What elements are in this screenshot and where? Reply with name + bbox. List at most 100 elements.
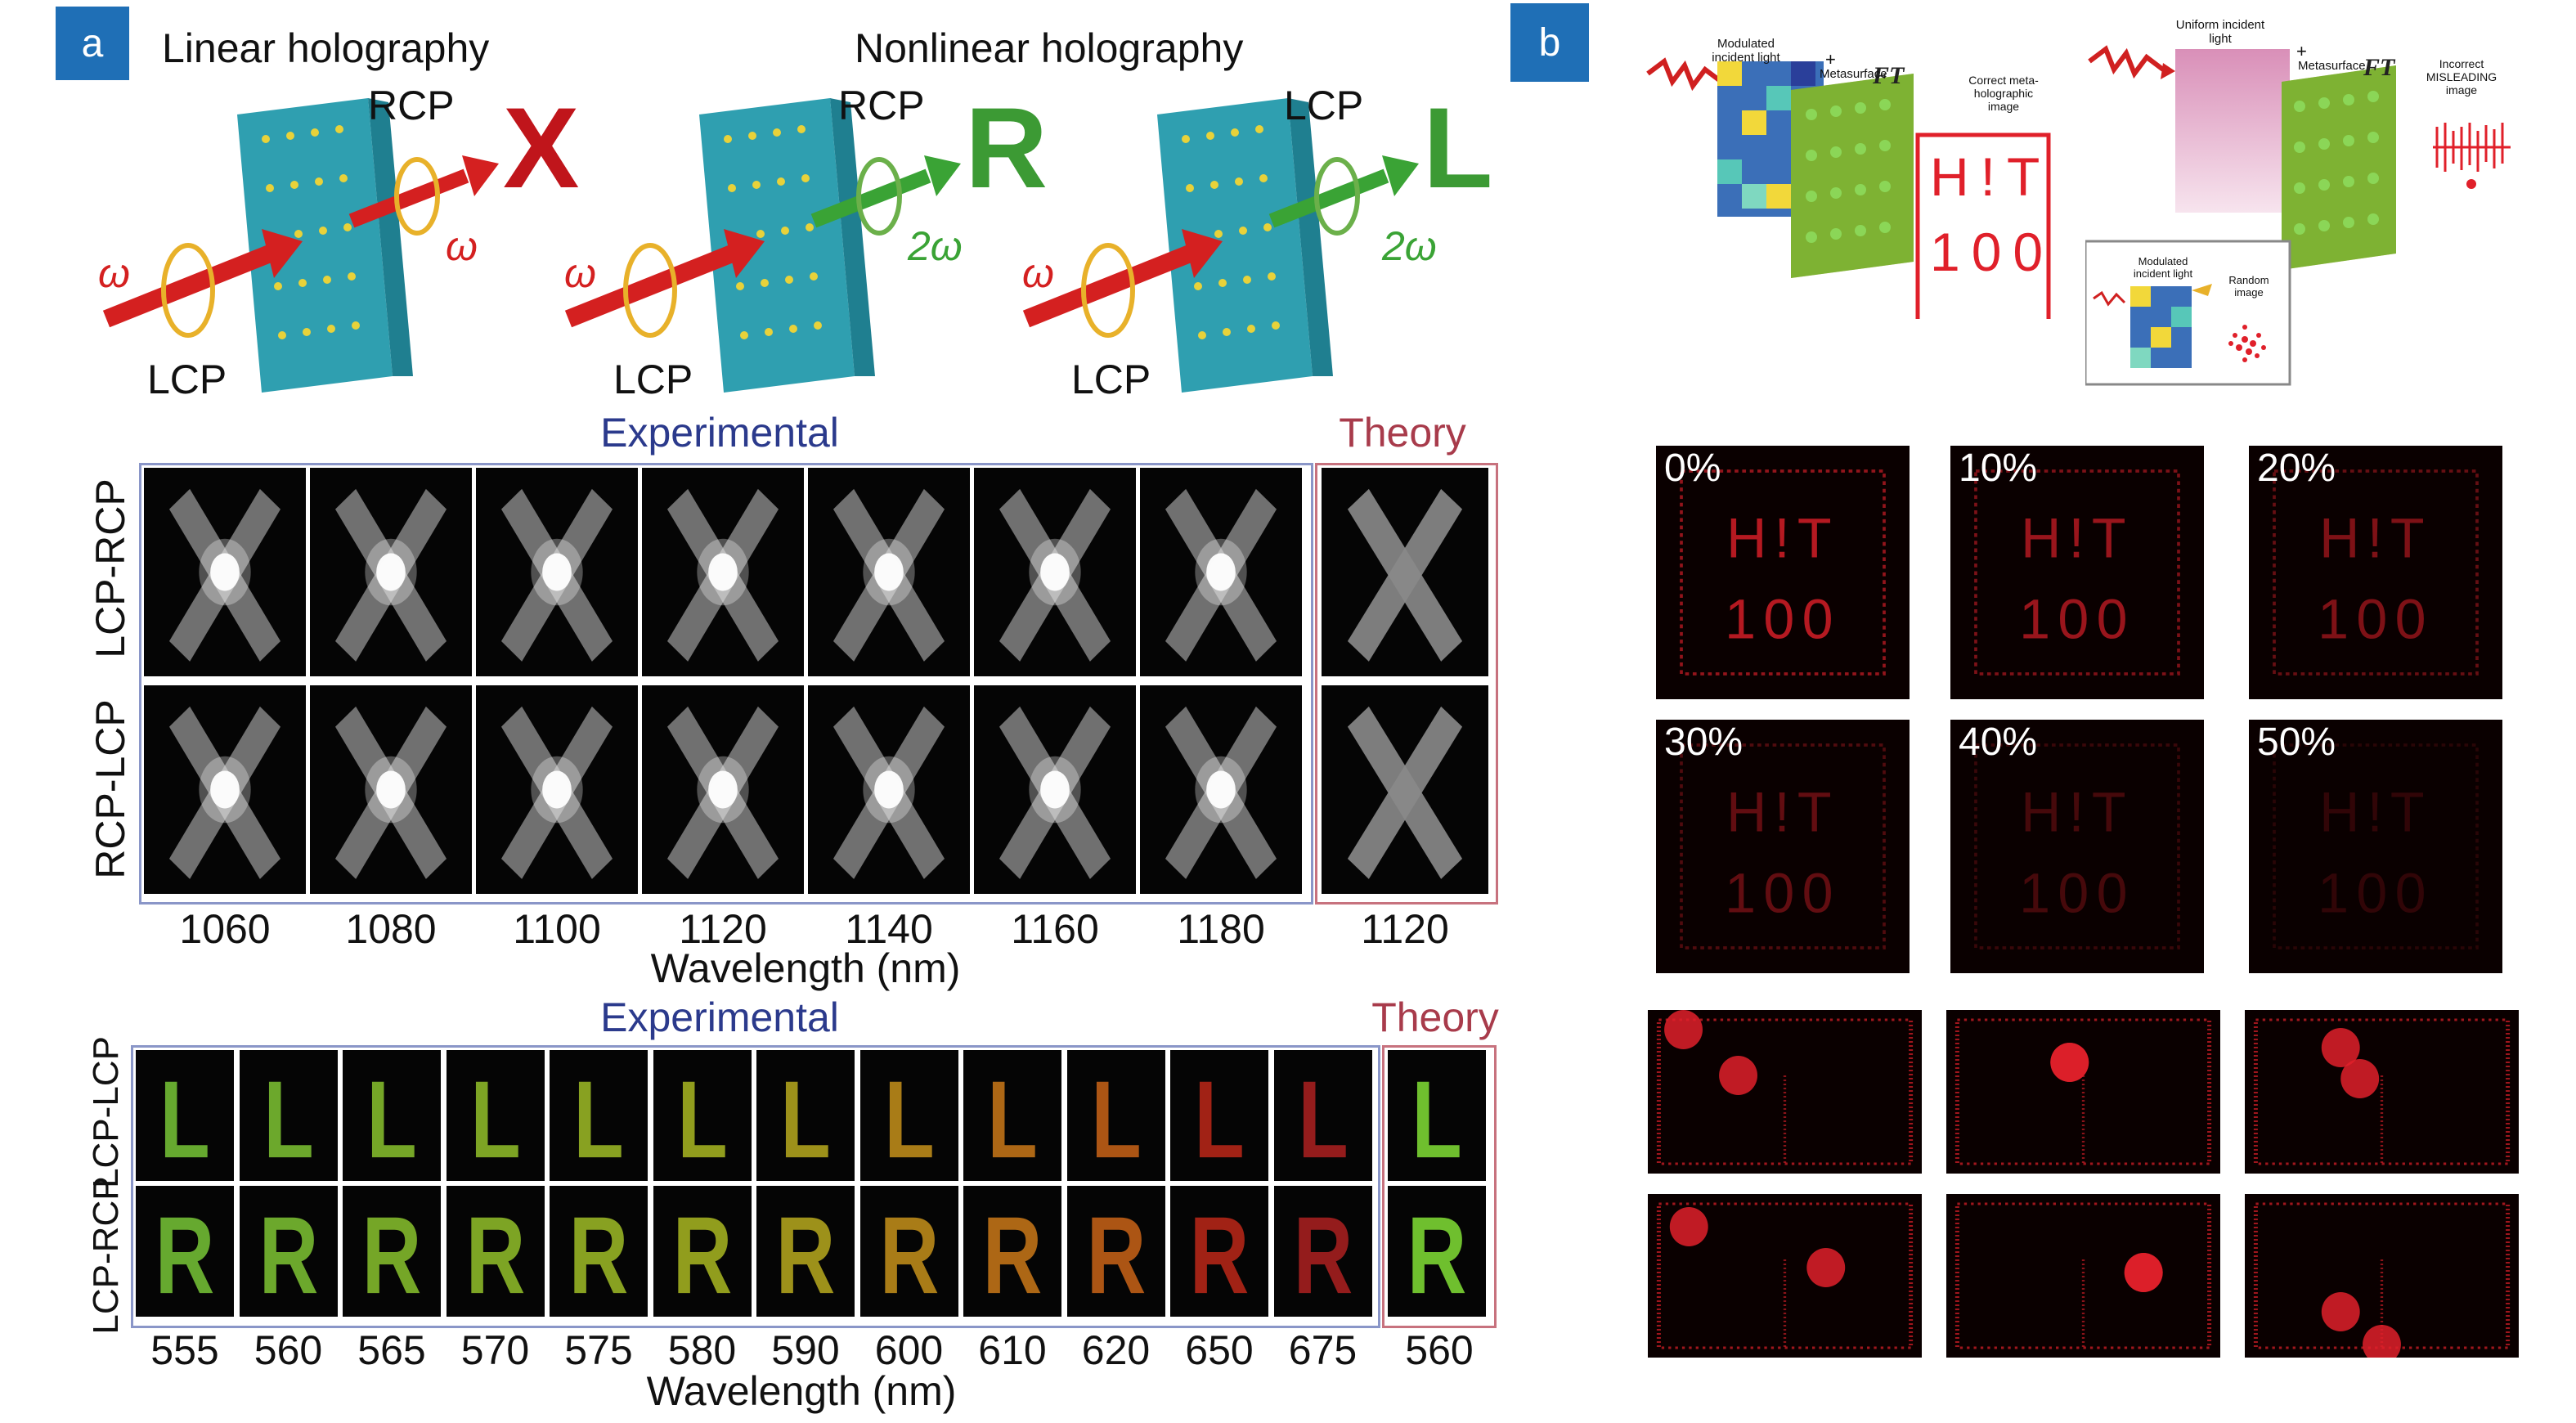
svg-text:H!T: H!T — [1726, 781, 1839, 843]
schematic-left-hologram-line2: 100 — [1930, 222, 2055, 282]
grid2-tile: R — [446, 1186, 545, 1317]
grid2-tile: R — [963, 1186, 1061, 1317]
schematic-left-plus: + — [1825, 49, 1836, 70]
r-image: R — [1190, 1194, 1250, 1317]
grid1-tile — [310, 468, 472, 676]
schematic-right: FT — [2084, 16, 2543, 393]
spot-panel — [1648, 1194, 1922, 1358]
schematic-right-result-label: Incorrect MISLEADING image — [2426, 57, 2497, 97]
svg-text:L: L — [159, 1058, 210, 1181]
grid2-theory-wavelength: 560 — [1405, 1327, 1474, 1373]
schematic-right-drawing: FT — [2084, 45, 2511, 386]
spot-image — [2253, 1018, 2511, 1165]
grid2-wavelength-label: 610 — [978, 1327, 1047, 1373]
schematic-left-metasurface-label: Metasurface — [1820, 67, 1887, 81]
schematic-left-result-label: Correct meta-holographic image — [1968, 74, 2039, 113]
l-image: L — [1194, 1058, 1245, 1181]
spot-panel — [1946, 1194, 2220, 1358]
l-image: L — [573, 1058, 624, 1181]
x-image — [999, 488, 1111, 662]
l-image: L — [987, 1058, 1038, 1181]
diagram-linear — [82, 82, 589, 409]
spot-image — [1954, 1018, 2212, 1165]
grid1-theory-wavelength: 1120 — [1361, 906, 1449, 952]
diagram-nonlinear-lcp — [1002, 82, 1509, 409]
grid2-tile: L — [756, 1050, 855, 1181]
grid2-wavelength-label: 580 — [667, 1327, 737, 1373]
noise-panel: H!T 100 0% — [1656, 446, 1910, 699]
hologram-image: H!T 100 — [2273, 743, 2479, 949]
grid1-wavelength-label: 1160 — [1011, 906, 1099, 952]
r-image: R — [776, 1194, 836, 1317]
svg-text:R: R — [1407, 1194, 1467, 1317]
grid2-wavelength-label: 600 — [874, 1327, 944, 1373]
noise-percent-label: 20% — [2257, 447, 2336, 490]
svg-text:L: L — [1194, 1058, 1245, 1181]
x-image — [168, 488, 281, 662]
svg-text:100: 100 — [2318, 589, 2434, 651]
grid2-tile: L — [859, 1050, 958, 1181]
x-image — [334, 488, 447, 662]
grid2-xlabel: Wavelength (nm) — [646, 1368, 957, 1414]
spot-image — [1656, 1010, 1914, 1165]
svg-text:H!T: H!T — [2021, 507, 2134, 569]
diagram1-out-freq: ω — [446, 223, 478, 269]
grid2-tile: L — [1273, 1050, 1372, 1181]
x-image — [1165, 706, 1277, 879]
grid1-theory-tile — [1322, 468, 1488, 676]
nonlinear-lcp-metasurface-diagram — [1022, 98, 1419, 393]
grid1-tile — [1140, 468, 1302, 676]
svg-text:100: 100 — [2019, 863, 2135, 925]
noise-percent-label: 40% — [1959, 720, 2038, 764]
noise-percent-label: 0% — [1664, 447, 1721, 490]
grid1-tile — [808, 685, 970, 894]
svg-text:R: R — [1190, 1194, 1250, 1317]
grid2-tile: L — [963, 1050, 1061, 1181]
l-image: L — [366, 1058, 417, 1181]
svg-text:H!T: H!T — [2319, 507, 2432, 569]
diagram-nonlinear-rcp — [544, 82, 1051, 409]
svg-text:L: L — [677, 1058, 728, 1181]
svg-text:L: L — [780, 1058, 831, 1181]
noise-panel: H!T 100 30% — [1656, 720, 1910, 973]
hologram-image: H!T 100 — [1680, 743, 1886, 949]
diagram2-out-freq: 2ω — [908, 223, 963, 269]
grid2-tile: L — [446, 1050, 545, 1181]
diagram1-letter: X — [503, 83, 580, 212]
x-image — [666, 488, 779, 662]
schematic-right-metasurface-label: Metasurface — [2298, 59, 2366, 73]
grid2-wavelength-label: 555 — [150, 1327, 219, 1373]
noise-panel: H!T 100 10% — [1950, 446, 2204, 699]
svg-text:H!T: H!T — [2021, 781, 2134, 843]
grid1-tile — [642, 685, 804, 894]
grid1-tile — [476, 685, 638, 894]
grid1-wavelength-label: 1080 — [345, 906, 437, 952]
diagram3-letter: L — [1423, 83, 1493, 212]
schematic-right-uniform-label: Uniform incident light — [2175, 18, 2265, 46]
x-image — [1165, 488, 1277, 662]
diagram2-in-freq: ω — [564, 250, 596, 296]
svg-text:R: R — [258, 1194, 318, 1317]
nonlinear-rcp-metasurface-diagram — [564, 98, 961, 393]
grid1-xlabel: Wavelength (nm) — [650, 945, 961, 991]
spot-image — [1656, 1202, 1914, 1349]
x-image — [832, 488, 945, 662]
grid2-theory-label: Theory — [1371, 994, 1499, 1040]
diagram2-out-pol: RCP — [838, 83, 925, 128]
diagram3-in-freq: ω — [1022, 250, 1054, 296]
l-image: L — [677, 1058, 728, 1181]
diagram3-in-pol: LCP — [1071, 357, 1151, 402]
grid1-theory-frame — [1315, 463, 1498, 905]
schematic-right-inset-modulated-label: Modulated incident light — [2133, 255, 2193, 280]
svg-text:100: 100 — [2318, 863, 2434, 925]
grid1-tile — [1140, 685, 1302, 894]
svg-text:R: R — [1086, 1194, 1146, 1317]
grid2-tile: R — [756, 1186, 855, 1317]
r-image: R — [672, 1194, 732, 1317]
grid2-wavelength-label: 565 — [357, 1327, 426, 1373]
grid1-tile — [642, 468, 804, 676]
diagram1-out-pol: RCP — [368, 83, 455, 128]
grid2-wavelength-label: 560 — [254, 1327, 323, 1373]
diagram3-out-freq: 2ω — [1382, 223, 1437, 269]
diagram1-in-pol: LCP — [147, 357, 227, 402]
